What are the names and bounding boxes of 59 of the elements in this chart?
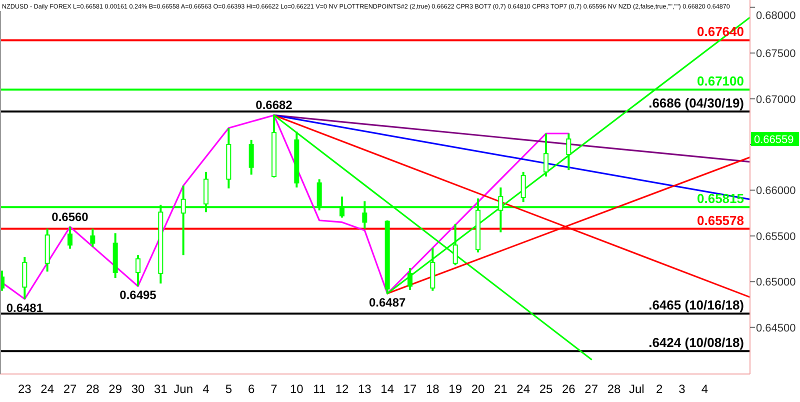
y-tick-label: 0.67500 bbox=[756, 48, 796, 60]
ref-line-label: .6424 (10/08/18) bbox=[648, 335, 744, 350]
candlestick bbox=[90, 228, 96, 248]
x-tick-label: 11 bbox=[313, 382, 326, 396]
x-tick-label: 28 bbox=[607, 382, 621, 396]
candlestick bbox=[566, 132, 572, 172]
candlestick bbox=[520, 170, 526, 204]
annotation: 0.6487 bbox=[368, 296, 406, 310]
annotation: 0.6481 bbox=[6, 301, 44, 316]
x-tick-label: 24 bbox=[516, 382, 530, 396]
x-tick-label: 26 bbox=[562, 382, 576, 396]
candlestick bbox=[408, 266, 412, 291]
x-tick-label: 10 bbox=[290, 382, 304, 396]
annotation: 0.6682 bbox=[256, 98, 293, 112]
y-tick-label: 0.65000 bbox=[756, 276, 796, 289]
x-tick-label: 6 bbox=[248, 382, 255, 396]
x-tick-label: 19 bbox=[448, 382, 462, 396]
x-tick-label: 4 bbox=[202, 382, 210, 396]
x-tick-label: Jun bbox=[174, 382, 194, 396]
x-tick-label: 4 bbox=[701, 382, 708, 396]
ref-line-label: .6686 (04/30/19) bbox=[648, 96, 744, 111]
y-tick-label: 0.65500 bbox=[756, 230, 796, 243]
x-tick-label: 7 bbox=[270, 382, 278, 396]
x-tick-label: 3 bbox=[678, 382, 686, 396]
candlestick bbox=[248, 138, 254, 176]
candlestick bbox=[68, 226, 72, 250]
text: 0.66559 bbox=[754, 134, 794, 146]
y-tick-label: 0.66000 bbox=[756, 185, 796, 198]
x-tick-label: 18 bbox=[426, 382, 440, 396]
x-tick-label: 14 bbox=[380, 382, 394, 396]
y-tick-label: 0.67000 bbox=[756, 94, 796, 106]
ref-line-label: .6465 (10/16/18) bbox=[648, 298, 744, 313]
y-tick-label: 0.68000 bbox=[756, 10, 796, 22]
ref-line-label: 0.65815 bbox=[697, 191, 744, 206]
candlestick bbox=[452, 223, 458, 266]
x-tick-label: 24 bbox=[40, 382, 54, 396]
x-tick-label: 31 bbox=[154, 382, 168, 396]
candlestick bbox=[136, 254, 140, 288]
x-tick-label: 13 bbox=[358, 382, 372, 396]
x-tick-label: 5 bbox=[225, 382, 232, 396]
annotation: 0.6560 bbox=[52, 210, 89, 224]
x-tick-label: 25 bbox=[539, 382, 553, 396]
x-tick-label: Jul bbox=[628, 382, 644, 396]
x-tick-label: 21 bbox=[494, 382, 508, 396]
ref-line-label: 0.67100 bbox=[697, 74, 744, 89]
x-tick-label: 2 bbox=[656, 382, 663, 396]
x-tick-label: 12 bbox=[335, 382, 349, 396]
x-tick-label: 20 bbox=[471, 382, 485, 396]
annotation: 0.6495 bbox=[120, 288, 157, 302]
ref-line-label: 0.65578 bbox=[697, 212, 744, 228]
x-tick-label: 27 bbox=[63, 382, 77, 396]
x-tick-label: 27 bbox=[584, 382, 598, 396]
x-tick-label: 23 bbox=[18, 382, 32, 396]
x-tick-label: 30 bbox=[131, 382, 145, 396]
x-tick-label: 29 bbox=[108, 382, 122, 396]
x-tick-label: 28 bbox=[86, 382, 100, 396]
y-tick-label: 0.64500 bbox=[756, 322, 796, 334]
x-tick-label: 17 bbox=[403, 382, 417, 396]
candlestick bbox=[544, 132, 548, 178]
